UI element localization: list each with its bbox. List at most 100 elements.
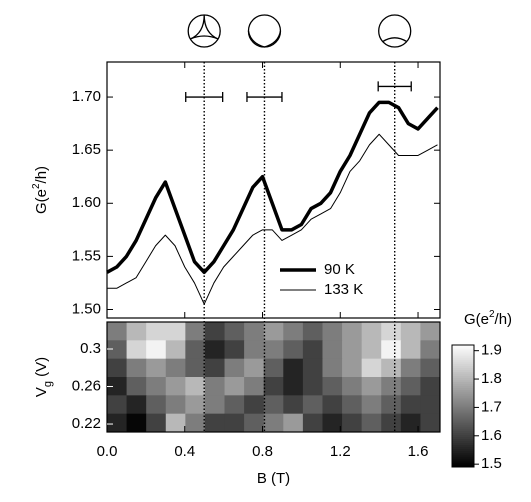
- y-tick-label: 1.55: [72, 247, 101, 264]
- colorbar-step: [452, 397, 474, 401]
- colorbar-step: [452, 375, 474, 379]
- heatmap-cell: [342, 340, 363, 360]
- heatmap-cell: [165, 340, 186, 360]
- colorbar-tick-label: 1.6: [481, 427, 502, 444]
- colorbar-step: [452, 349, 474, 352]
- heatmap-cell: [361, 377, 382, 396]
- heatmap-cell: [224, 322, 245, 341]
- icon: [378, 14, 412, 48]
- heatmap-cell: [126, 358, 147, 378]
- colorbar-step: [452, 430, 474, 433]
- x-axis-label: B (T): [257, 470, 290, 487]
- error-bar: [185, 92, 224, 103]
- heatmap-cell: [185, 395, 206, 415]
- heatmap-cell: [381, 322, 402, 341]
- heatmap-cell: [420, 340, 441, 360]
- heatmap-cell: [107, 413, 128, 433]
- heatmap-cell: [302, 340, 323, 360]
- x-tick-label: 0.4: [174, 443, 195, 460]
- heatmap-cell: [263, 358, 284, 378]
- colorbar-step: [452, 422, 474, 425]
- heatmap-cell: [322, 358, 343, 378]
- line-series: [106, 100, 439, 275]
- heatmap-cell: [263, 322, 284, 341]
- colorbar-step: [452, 377, 474, 381]
- colorbar-step: [452, 363, 474, 366]
- heatmap-cell: [420, 395, 441, 415]
- heatmap-cell: [244, 340, 265, 360]
- heatmap-cell: [224, 377, 245, 396]
- heatmap-cell: [302, 322, 323, 341]
- colorbar-step: [452, 456, 474, 460]
- colorbar-tick-label: 1.8: [481, 370, 502, 387]
- heatmap-cell: [361, 413, 382, 433]
- heatmap-cell: [302, 377, 323, 396]
- heatmap-cell: [107, 358, 128, 378]
- plot-frame: [106, 61, 441, 319]
- heatmap-cell: [400, 358, 421, 378]
- colorbar-step: [452, 391, 474, 395]
- heatmap-cell: [204, 413, 226, 433]
- label-part: g: [42, 381, 54, 387]
- colorbar-step: [452, 369, 474, 372]
- y-tick-label: 1.65: [72, 141, 101, 158]
- colorbar-step: [452, 408, 474, 411]
- legend-label: 133 K: [324, 281, 363, 298]
- heatmap-cell: [185, 413, 206, 433]
- colorbar-step: [452, 440, 474, 444]
- colorbar-step: [452, 438, 474, 442]
- heatmap-cell: [224, 340, 245, 360]
- heatmap-cell: [185, 322, 206, 341]
- icon: [247, 14, 282, 48]
- colorbar-step: [452, 458, 474, 462]
- colorbar-step: [452, 357, 474, 360]
- heatmap-cell: [283, 377, 304, 396]
- label-part: /h): [33, 166, 50, 184]
- colorbar-step: [452, 387, 474, 391]
- heatmap-cell: [146, 377, 167, 396]
- heatmap-cell: [361, 340, 382, 360]
- colorbar-step: [452, 373, 474, 376]
- y-tick-label: 0.3: [80, 340, 101, 357]
- y-tick-label: 0.26: [72, 377, 101, 394]
- colorbar-step: [452, 385, 474, 389]
- heatmap-cell: [342, 377, 363, 396]
- colorbar-step: [452, 395, 474, 399]
- heatmap-cell: [107, 340, 128, 360]
- colorbar-step: [452, 381, 474, 385]
- heatmap-cell: [263, 413, 284, 433]
- heatmap-cell: [361, 322, 382, 341]
- x-tick-label: 1.6: [408, 443, 429, 460]
- heatmap-cell: [165, 358, 186, 378]
- heatmap-cell: [361, 395, 382, 415]
- heatmap-cell: [185, 377, 206, 396]
- heatmap-cell: [381, 377, 402, 396]
- heatmap-cell: [400, 322, 421, 341]
- heatmap-cell: [322, 413, 343, 433]
- heatmap-cell: [420, 322, 441, 341]
- icon-shape: [247, 30, 282, 48]
- colorbar-step: [452, 399, 474, 403]
- label-part: 2: [31, 183, 42, 189]
- heatmap-cell: [204, 358, 226, 378]
- heatmap-cell: [126, 377, 147, 396]
- colorbar-step: [452, 464, 474, 468]
- heatmap-cell: [165, 377, 186, 396]
- heatmap-cell: [322, 322, 343, 341]
- y-tick-label: 1.70: [72, 88, 101, 105]
- colorbar-step: [452, 420, 474, 423]
- label-part: G(e: [33, 189, 50, 214]
- label-part: /h): [495, 311, 513, 328]
- heatmap-cell: [302, 395, 323, 415]
- icon-shape: [190, 14, 219, 40]
- colorbar-step: [452, 452, 474, 456]
- heatmap-cell: [263, 340, 284, 360]
- heatmap-cell: [126, 395, 147, 415]
- colorbar-step: [452, 361, 474, 364]
- colorbar-step: [452, 367, 474, 370]
- heatmap-cell: [165, 322, 186, 341]
- heatmap-cell: [342, 413, 363, 433]
- colorbar-frame: [451, 344, 475, 468]
- heatmap-cell: [400, 377, 421, 396]
- colorbar-step: [452, 434, 474, 437]
